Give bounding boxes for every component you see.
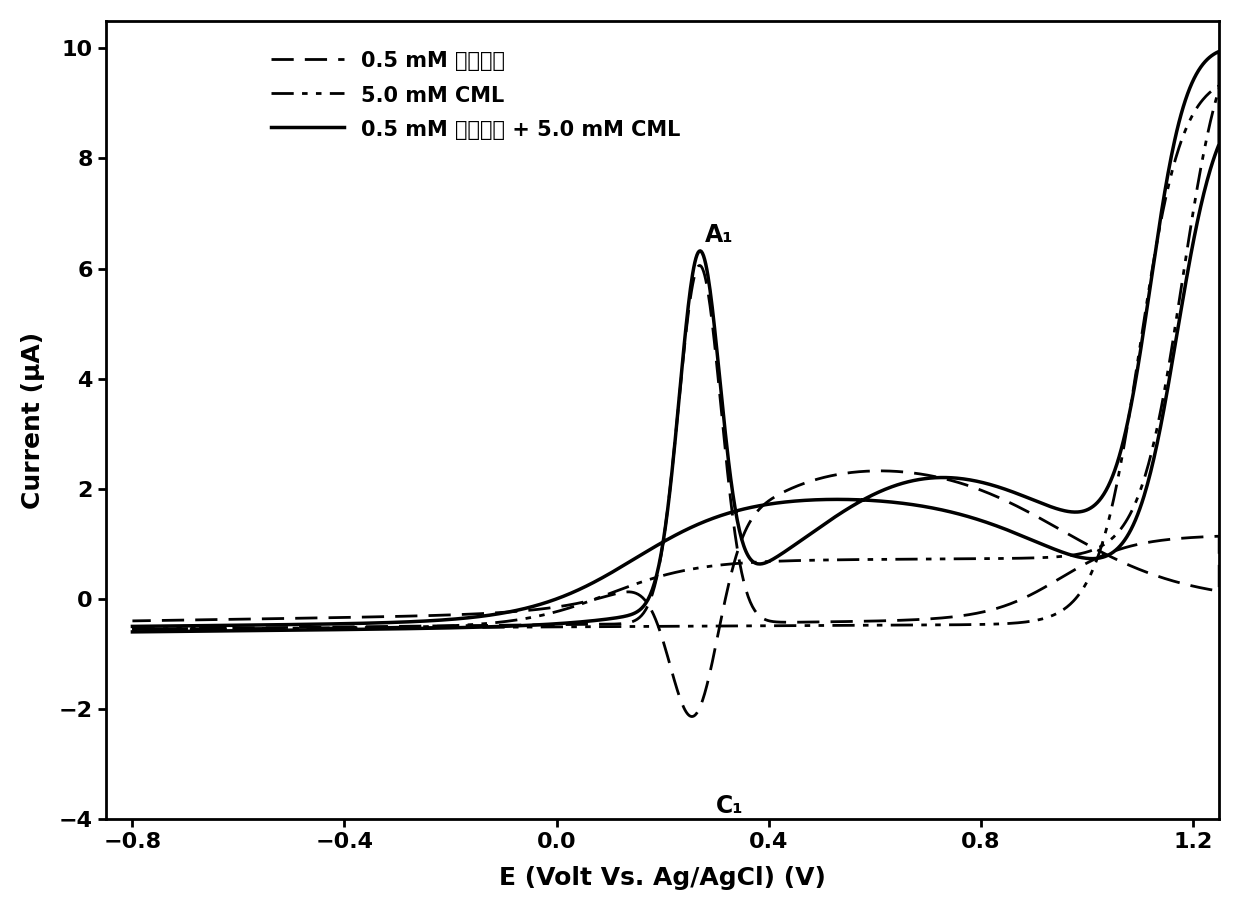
Line: 5.0 mM CML: 5.0 mM CML — [133, 86, 1219, 630]
5.0 mM CML — [125, 624, 140, 635]
0.5 mM 原儿茶酸 — [1183, 532, 1198, 543]
0.5 mM 原儿茶酸 + 5.0 mM CML — [125, 621, 140, 632]
Legend: 0.5 mM 原儿茶酸, 5.0 mM CML, 0.5 mM 原儿茶酸 + 5.0 mM CML: 0.5 mM 原儿茶酸, 5.0 mM CML, 0.5 mM 原儿茶酸 + 5… — [262, 39, 691, 150]
Line: 0.5 mM 原儿茶酸 + 5.0 mM CML: 0.5 mM 原儿茶酸 + 5.0 mM CML — [133, 51, 1219, 632]
0.5 mM 原儿茶酸 — [684, 711, 699, 722]
Text: C₁: C₁ — [715, 794, 743, 818]
0.5 mM 原儿茶酸 + 5.0 mM CML — [1125, 394, 1140, 405]
Text: A₁: A₁ — [706, 222, 734, 247]
0.5 mM 原儿茶酸 — [125, 616, 140, 627]
5.0 mM CML — [1183, 115, 1198, 126]
5.0 mM CML — [188, 623, 203, 634]
5.0 mM CML — [1211, 80, 1226, 91]
0.5 mM 原儿茶酸 + 5.0 mM CML — [188, 620, 203, 631]
0.5 mM 原儿茶酸 + 5.0 mM CML — [187, 620, 202, 631]
0.5 mM 原儿茶酸 — [186, 615, 201, 626]
Y-axis label: Current (μA): Current (μA) — [21, 332, 45, 508]
5.0 mM CML — [1125, 392, 1140, 403]
X-axis label: E (Volt Vs. Ag/AgCl) (V): E (Volt Vs. Ag/AgCl) (V) — [500, 866, 826, 890]
0.5 mM 原儿茶酸 + 5.0 mM CML — [1183, 83, 1198, 94]
5.0 mM CML — [236, 623, 250, 634]
0.5 mM 原儿茶酸 — [125, 624, 140, 635]
5.0 mM CML — [125, 624, 140, 635]
5.0 mM CML — [587, 594, 601, 605]
0.5 mM 原儿茶酸 + 5.0 mM CML — [587, 577, 601, 588]
0.5 mM 原儿茶酸 — [187, 614, 202, 625]
0.5 mM 原儿茶酸 — [692, 260, 707, 271]
5.0 mM CML — [187, 623, 202, 634]
0.5 mM 原儿茶酸 + 5.0 mM CML — [236, 625, 250, 636]
0.5 mM 原儿茶酸 — [236, 622, 250, 633]
0.5 mM 原儿茶酸 + 5.0 mM CML — [1211, 46, 1226, 56]
Line: 0.5 mM 原儿茶酸: 0.5 mM 原儿茶酸 — [133, 265, 1219, 717]
0.5 mM 原儿茶酸 + 5.0 mM CML — [125, 627, 140, 638]
0.5 mM 原儿茶酸 — [585, 595, 600, 606]
0.5 mM 原儿茶酸 — [1126, 540, 1141, 551]
